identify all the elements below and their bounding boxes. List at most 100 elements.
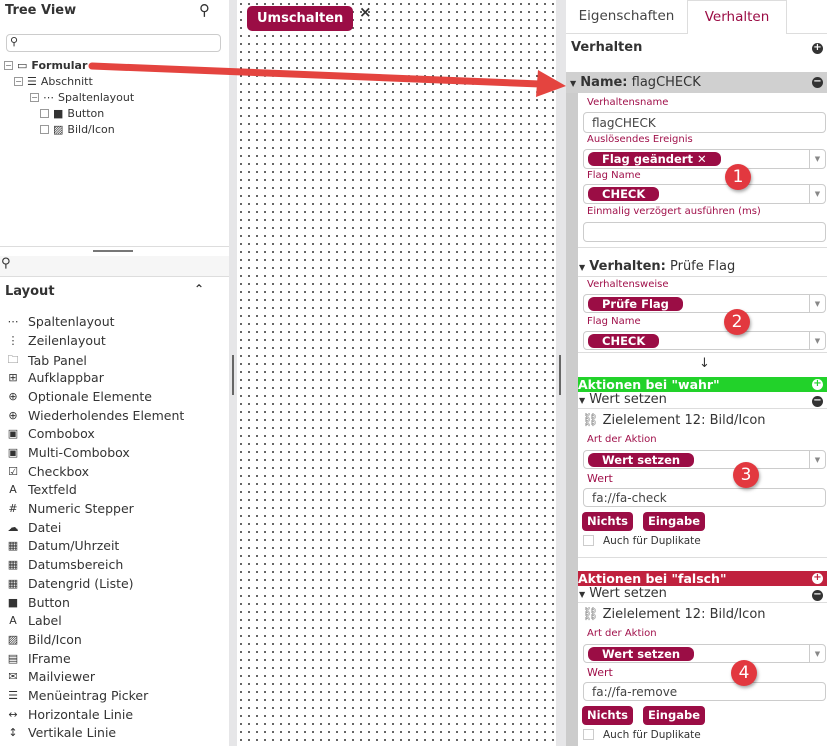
layout-item[interactable]: ☁ Datei [6,520,62,535]
layout-item[interactable]: 🗀 Tab Panel [6,351,87,370]
layout-item[interactable]: ▤ IFrame [6,651,71,666]
layout-item[interactable]: ↔ Horizontale Linie [6,707,133,722]
layout-item[interactable]: ▦ Datum/Uhrzeit [6,538,120,554]
tab-verhalten[interactable]: Verhalten [687,0,787,34]
tree-item[interactable]: − ▭ Formular [4,59,87,72]
search-icon[interactable]: ⚲ [199,1,210,19]
layout-item[interactable]: ▣ Multi-Combobox [6,445,130,460]
splitter-left[interactable] [229,0,237,746]
splitter-right[interactable] [556,0,566,746]
tree-item[interactable]: ▨ Bild/Icon [40,123,115,136]
image-icon: ▨ [53,123,64,136]
layout-item-label: Datum/Uhrzeit [28,538,120,554]
remove-action-icon[interactable]: − [812,589,823,601]
remove-behavior-icon[interactable]: − [812,76,823,88]
layout-item-label: Datengrid (Liste) [28,575,134,591]
eingabe-button[interactable]: Eingabe [643,706,706,725]
layout-item-label: Spaltenlayout [28,314,115,329]
layout-item[interactable]: ↕ Vertikale Linie [6,725,116,740]
action-type-select[interactable]: Wert setzen ▼ [583,644,826,663]
collapse-icon[interactable]: − [14,77,23,86]
target-label: Zielelement 12: Bild/Icon [602,607,766,622]
layout-item[interactable]: ▨ Bild/Icon [6,632,82,647]
add-action-icon[interactable]: + [812,572,823,584]
component-icon: ▣ [7,445,19,459]
layout-item[interactable]: A Label [6,613,62,628]
component-icon: ▨ [7,632,19,646]
layout-item[interactable]: ▣ Combobox [6,426,95,441]
layout-title: Layout [5,284,55,299]
action-header[interactable]: ▼ Wert setzen [579,392,667,407]
value-input[interactable]: fa://fa-remove [583,682,826,701]
remove-action-icon[interactable]: − [812,395,823,407]
checkbox[interactable] [40,109,49,118]
layout-item[interactable]: ▦ Datengrid (Liste) [6,576,134,591]
layout-item-label: Combobox [28,426,95,442]
layout-search-input[interactable]: ⚲ [0,256,229,277]
layout-item[interactable]: ⊕ Wiederholendes Element [6,408,184,423]
layout-item[interactable]: ⋮ Zeilenlayout [6,333,106,348]
layout-item[interactable]: ⋯ Spaltenlayout [6,314,115,329]
layout-item[interactable]: ▦ Datumsbereich [6,557,123,572]
layout-item[interactable]: ✉ Mailviewer [6,669,95,684]
target-element[interactable]: ⛓ Zielelement 12: Bild/Icon [582,413,766,428]
event-tag[interactable]: Flag geändert ✕ [588,152,721,166]
delay-input[interactable] [583,222,826,242]
flag2-select[interactable]: CHECK ▼ [583,331,826,350]
chevron-up-icon[interactable]: ⌃ [194,282,205,296]
collapse-icon[interactable]: − [4,61,13,70]
duplicates-checkbox[interactable] [583,729,594,740]
behavior-header[interactable]: ▼ Verhalten: Prüfe Flag [579,259,736,274]
tree-item[interactable]: ■ Button [40,107,104,120]
target-element[interactable]: ⛓ Zielelement 12: Bild/Icon [582,607,766,622]
layout-item-label: Optionale Elemente [28,388,152,404]
tree-item[interactable]: − ☰ Abschnitt [14,75,93,88]
action-header[interactable]: ▼ Wert setzen [579,586,667,601]
flag-select[interactable]: CHECK ▼ [583,184,826,204]
value-input[interactable]: fa://fa-check [583,488,826,507]
form-canvas[interactable]: Umschalten × [237,0,556,746]
component-icon: ☁ [7,520,19,534]
collapse-icon[interactable]: − [30,93,39,102]
duplicates-checkbox[interactable] [583,535,594,546]
add-action-icon[interactable]: + [812,378,823,390]
nichts-button[interactable]: Nichts [582,706,633,725]
nichts-button[interactable]: Nichts [582,512,633,531]
value-label: Wert [587,666,613,679]
layout-item[interactable]: A Textfeld [6,482,77,497]
tree-item-label: Formular [31,59,88,72]
component-icon: ↕ [8,726,18,740]
tree-search-input[interactable]: ⚲ [6,34,221,52]
umschalten-button[interactable]: Umschalten [247,6,354,31]
layout-item[interactable]: ⊕ Optionale Elemente [6,389,152,404]
layout-item[interactable]: ☰ Menüeintrag Picker [6,688,148,703]
eingabe-button[interactable]: Eingabe [643,512,706,531]
layout-item[interactable]: # Numeric Stepper [6,501,133,516]
window-icon: ▭ [17,59,28,72]
tree-item[interactable]: − ⋯ Spaltenlayout [30,91,134,104]
add-behavior-icon[interactable]: + [812,42,823,54]
layout-item-label: Textfeld [28,482,77,498]
layout-item[interactable]: ⊞ Aufklappbar [6,370,103,385]
tree-item-label: Abschnitt [40,75,93,88]
event-select[interactable]: Flag geändert ✕ ▼ [583,149,826,169]
tree-item-label: Spaltenlayout [58,91,135,104]
action-name: Wert setzen [589,586,667,601]
resize-handle[interactable] [93,250,133,252]
layout-item[interactable]: ■ Button [6,595,70,610]
close-icon[interactable]: × [359,3,372,21]
mode-label: Verhaltensweise [587,279,669,290]
mode-select[interactable]: Prüfe Flag ▼ [583,294,826,313]
action-type-tag: Wert setzen [588,452,695,467]
checkbox[interactable] [40,125,49,134]
flag2-tag: CHECK [588,333,660,348]
action-type-select[interactable]: Wert setzen ▼ [583,450,826,469]
tab-eigenschaften[interactable]: Eigenschaften [566,0,687,34]
layout-item[interactable]: ☑ Checkbox [6,464,89,479]
layout-item-label: Vertikale Linie [28,725,117,741]
dropdown-icon: ▼ [809,332,825,349]
value-label: Wert [587,472,613,485]
component-icon: A [9,614,17,628]
verhaltensname-input[interactable]: flagCHECK [583,112,826,133]
name-header[interactable]: ▼ Name: flagCHECK [566,72,827,93]
